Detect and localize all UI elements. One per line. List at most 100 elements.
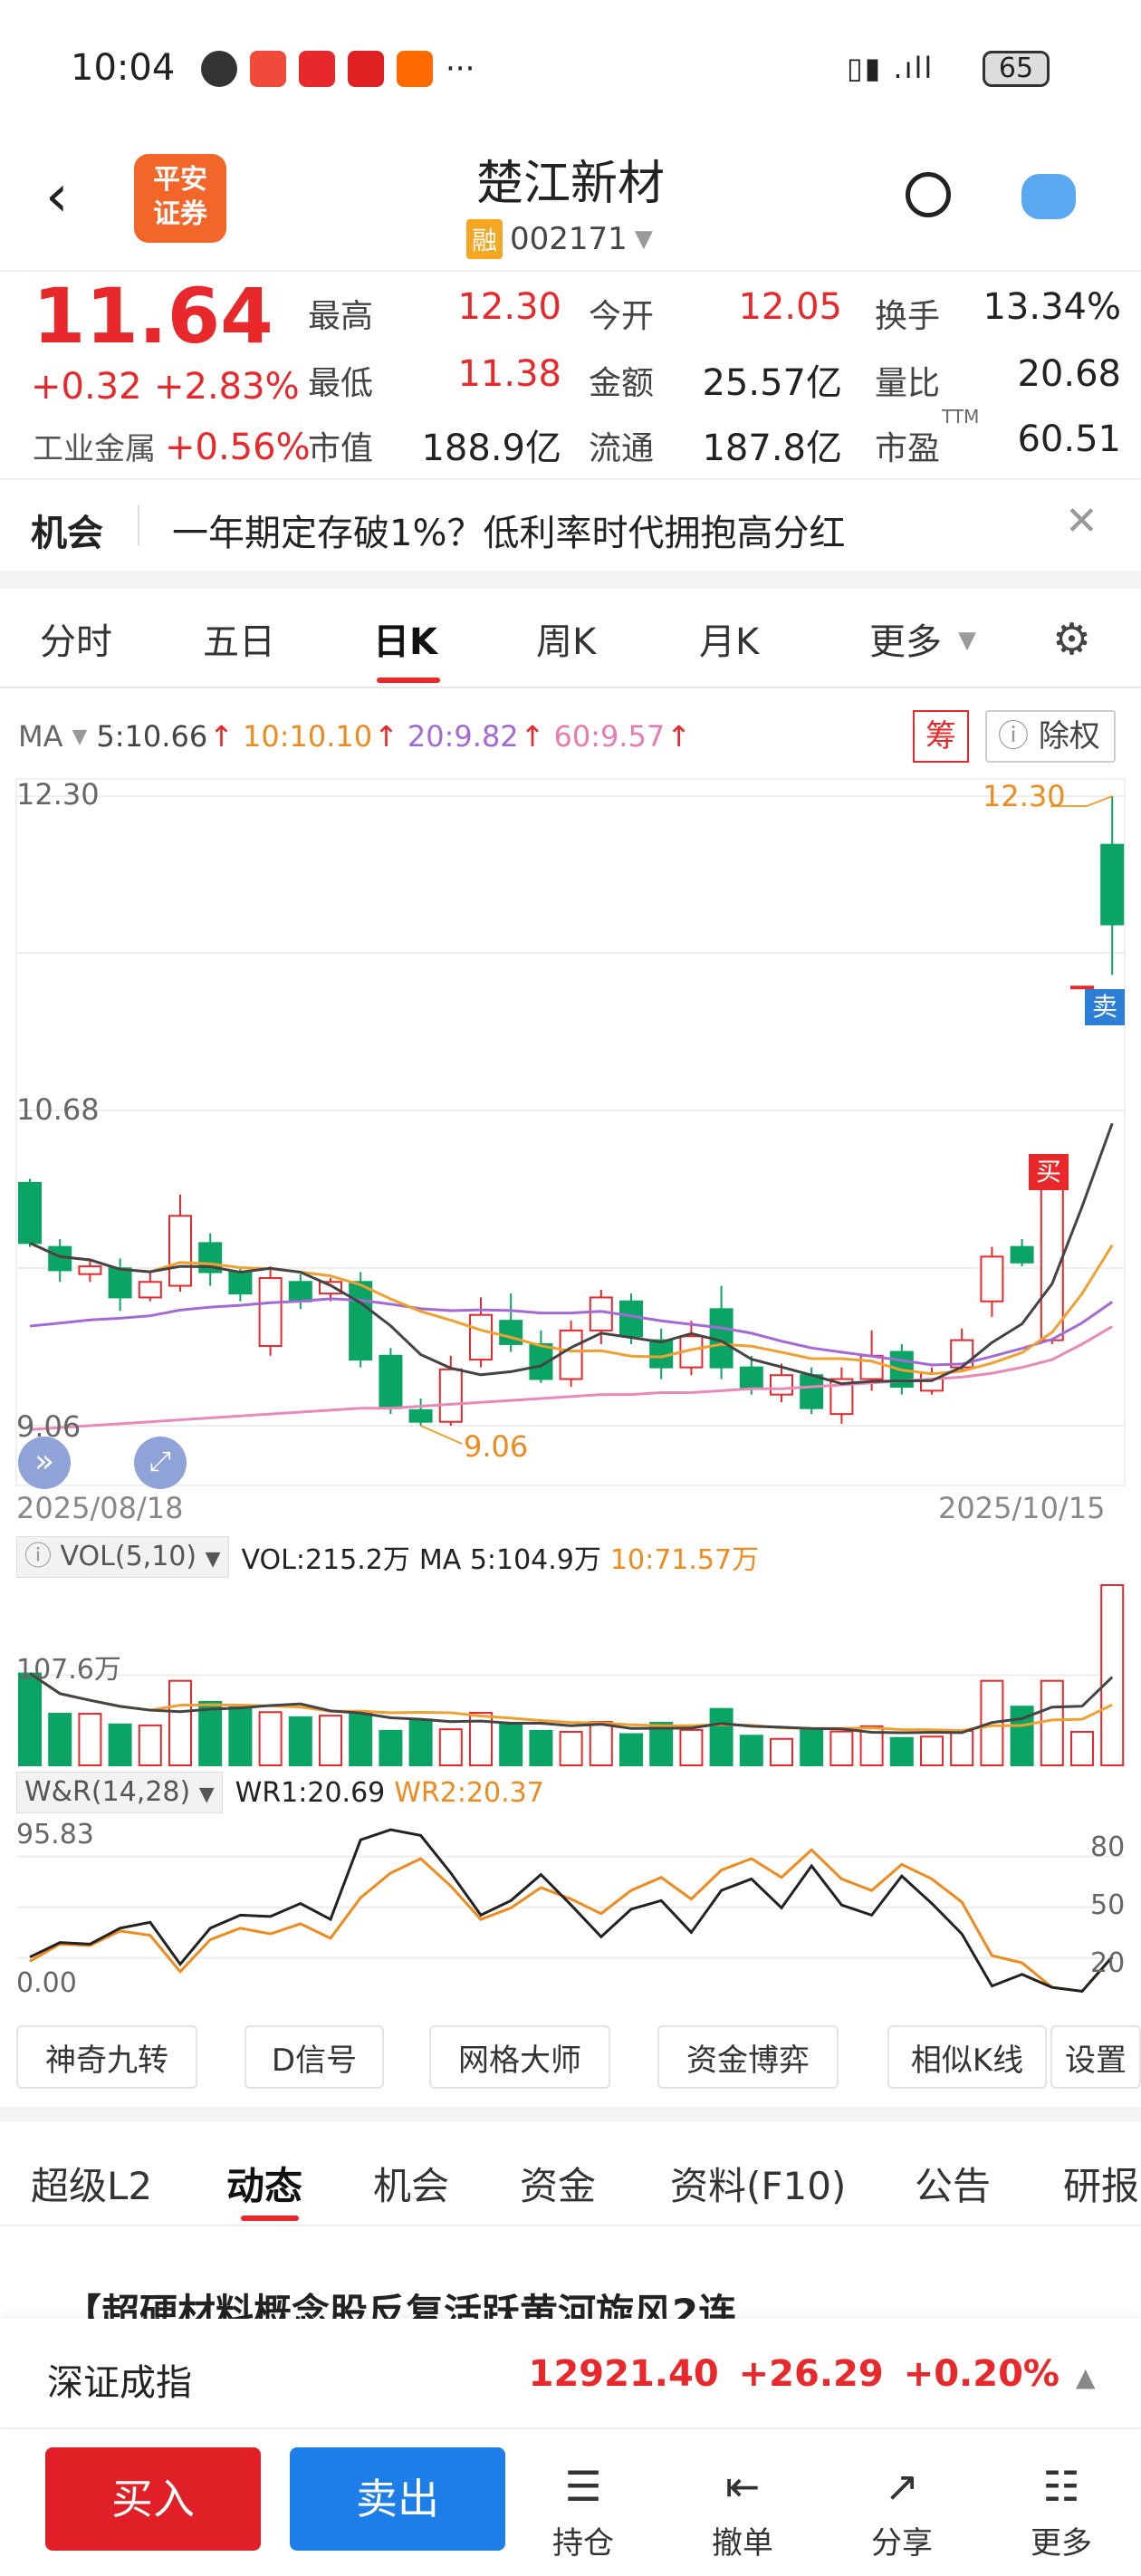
app-icon	[299, 51, 335, 87]
back-icon[interactable]: ‹	[45, 163, 69, 230]
vol-ma10-line	[29, 1672, 1113, 1733]
candle-body	[349, 1281, 373, 1361]
toolbar-positions[interactable]: ☰ 持仓	[529, 2455, 638, 2562]
news-headline[interactable]: 一年期定存破1%？低利率时代拥抱高分红	[172, 513, 846, 554]
tab-0[interactable]: 分时	[40, 621, 112, 663]
ma20-line	[29, 1297, 1114, 1367]
sell-marker[interactable]: 卖	[1085, 989, 1125, 1025]
news-article-title[interactable]: 【超硬材料概念股反复活跃黄河旋风2连	[63, 2291, 737, 2322]
candle-body	[1010, 1245, 1034, 1264]
tool-d-signal[interactable]: D信号	[244, 2025, 384, 2089]
candle-body	[1100, 843, 1125, 926]
stock-code[interactable]: 融 002171 ▼	[466, 219, 653, 259]
tool-grid-master[interactable]: 网格大师	[429, 2025, 610, 2089]
vol-header: ⓘ VOL(5,10) ▼ VOL:215.2万 MA 5:104.9万 10:71…	[16, 1536, 759, 1578]
candle-body	[408, 1408, 433, 1423]
volume-bar	[1040, 1679, 1064, 1767]
status-time: 10:04	[71, 47, 176, 89]
candle-body	[168, 1215, 192, 1287]
active-tab-indicator	[241, 2216, 299, 2221]
buy-button[interactable]: 买入	[45, 2447, 261, 2551]
stat-value: 25.57亿	[702, 362, 842, 404]
stat-label: 最低	[308, 365, 374, 402]
tool-settings[interactable]: 设置	[1050, 2025, 1141, 2089]
buy-marker[interactable]: 买	[1029, 1154, 1069, 1190]
caret-down-icon: ▼	[205, 1548, 221, 1571]
search-icon[interactable]	[906, 172, 951, 217]
volume-bar	[889, 1736, 914, 1766]
expand-up-icon[interactable]: ▲	[1076, 2362, 1096, 2392]
toolbar-share[interactable]: ↗ 分享	[848, 2455, 956, 2562]
tool-fund-game[interactable]: 资金博弈	[657, 2025, 839, 2089]
candle-body	[469, 1313, 493, 1361]
volume-bar	[78, 1713, 102, 1767]
content-tab-6[interactable]: 研报	[1063, 2164, 1140, 2208]
toolbar-more[interactable]: ☷ 更多	[1007, 2455, 1116, 2562]
y-label-mid: 10.68	[16, 1092, 100, 1127]
vol-ma10: 10:71.57万	[609, 1544, 760, 1576]
content-tab-5[interactable]: 公告	[915, 2164, 992, 2208]
active-tab-indicator	[377, 678, 440, 683]
price-change-pct: +2.83%	[154, 366, 300, 408]
adjust-button[interactable]: ⓘ 除权	[985, 710, 1116, 763]
vol-indicator-select[interactable]: ⓘ VOL(5,10) ▼	[16, 1536, 229, 1578]
info-icon: ⓘ	[24, 1541, 61, 1572]
margin-badge: 融	[466, 219, 503, 259]
volume-bar	[619, 1733, 643, 1767]
tool-similar-k[interactable]: 相似K线	[887, 2025, 1047, 2089]
info-icon: ⓘ	[998, 718, 1039, 755]
ma5-value: 5:10.66	[96, 719, 208, 754]
more-icon: ☷	[1042, 2462, 1080, 2511]
volume-bar	[589, 1721, 613, 1766]
ma-legend[interactable]: MA ▼ 5:10.66 ↑ 10:10.10 ↑ 20:9.82 ↑ 60:9.57 ↑	[18, 719, 691, 754]
content-tab-4[interactable]: 资料(F10)	[670, 2164, 847, 2208]
chip-button[interactable]: 筹	[913, 710, 969, 763]
gear-icon[interactable]: ⚙	[1052, 614, 1092, 665]
wr-indicator-select[interactable]: W&R(14,28) ▼	[16, 1772, 223, 1813]
close-icon[interactable]: ✕	[1065, 498, 1098, 544]
volume-bar	[438, 1728, 463, 1767]
robot-icon[interactable]	[1021, 174, 1076, 219]
stat-value: 12.30	[457, 286, 561, 328]
volume-bar	[138, 1724, 162, 1766]
code-text: 002171	[510, 221, 628, 257]
index-value: 12921.40	[528, 2353, 719, 2395]
fullscreen-icon[interactable]: ⤢	[134, 1437, 187, 1489]
volume-bar	[228, 1706, 253, 1767]
content-tab-2[interactable]: 机会	[373, 2164, 450, 2208]
kline-chart[interactable]	[0, 0, 1141, 2029]
volume-bar	[168, 1679, 192, 1767]
volume-bar	[649, 1722, 674, 1767]
vol-title: VOL(5,10)	[60, 1541, 197, 1572]
tab-2[interactable]: 日K	[373, 621, 437, 663]
content-tab-1[interactable]: 动态	[226, 2164, 303, 2208]
volume-bar	[739, 1735, 763, 1767]
caret-down-icon: ▼	[634, 226, 653, 253]
tab-3[interactable]: 周K	[536, 621, 597, 663]
sector-row[interactable]: 工业金属 +0.56%	[33, 424, 311, 468]
tab-4[interactable]: 月K	[699, 621, 760, 663]
candle-body	[18, 1181, 42, 1245]
tab-1[interactable]: 五日	[203, 621, 275, 663]
stat-value: 187.8亿	[702, 428, 842, 469]
sell-button[interactable]: 卖出	[290, 2447, 505, 2551]
wr-right-50: 50	[1090, 1889, 1126, 1921]
low-label: 9.06	[464, 1429, 529, 1464]
last-price: 11.64	[33, 272, 273, 360]
broker-logo: 平安 证券	[134, 154, 226, 243]
volume-bar	[770, 1737, 793, 1766]
expand-left-icon[interactable]: »	[18, 1437, 71, 1489]
stat-label: 最高	[308, 298, 374, 335]
candle-body	[589, 1296, 613, 1331]
toolbar-cancel-order[interactable]: ⇤ 撤单	[688, 2455, 797, 2562]
tab-5[interactable]: 更多	[869, 621, 942, 663]
ma60-line	[29, 1325, 1113, 1431]
content-tab-0[interactable]: 超级L2	[31, 2164, 153, 2208]
index-bar[interactable]	[0, 2319, 1141, 2427]
caret-down-icon[interactable]: ▼	[958, 627, 976, 654]
candle-body	[770, 1374, 793, 1396]
stat-value: 20.68	[1017, 353, 1121, 395]
content-tab-3[interactable]: 资金	[520, 2164, 597, 2208]
tool-magic-nine[interactable]: 神奇九转	[16, 2025, 197, 2089]
toolbar-label: 持仓	[552, 2525, 614, 2562]
